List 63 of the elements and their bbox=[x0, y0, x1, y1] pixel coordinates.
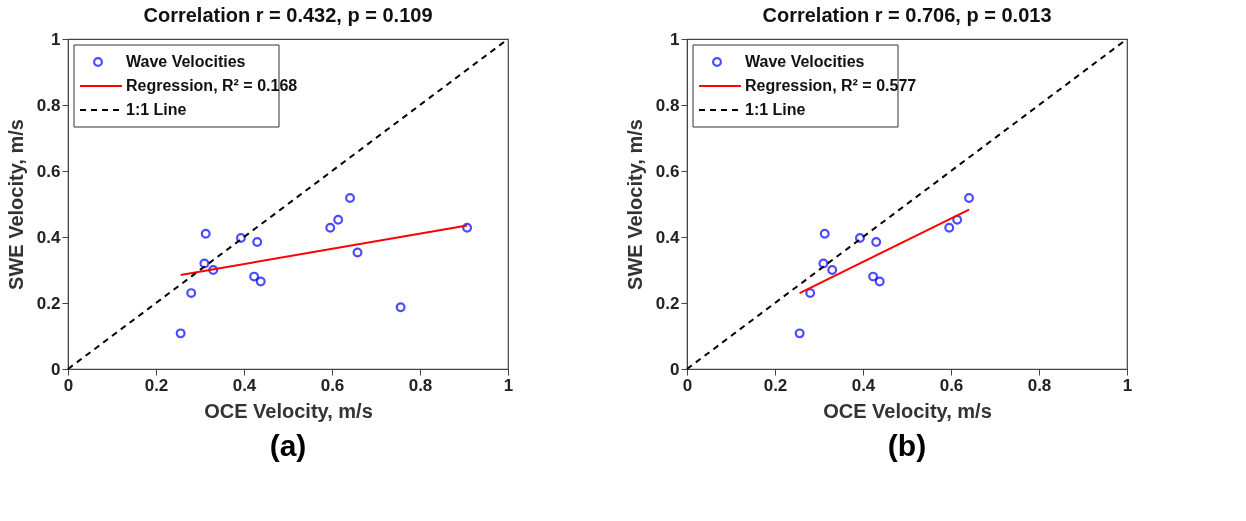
x-tick-label: 0.4 bbox=[232, 375, 257, 395]
x-axis-title: OCE Velocity, m/s bbox=[204, 399, 373, 422]
y-axis-title: SWE Velocity, m/s bbox=[623, 119, 646, 290]
x-tick-label: 0.6 bbox=[939, 375, 964, 395]
legend-label: Wave Velocities bbox=[745, 53, 865, 70]
x-tick-label: 0.8 bbox=[1027, 375, 1052, 395]
legend-label: 1:1 Line bbox=[126, 101, 187, 118]
x-tick-label: 0.4 bbox=[851, 375, 876, 395]
point bbox=[200, 228, 211, 239]
x-tick-label: 1 bbox=[503, 375, 514, 395]
point bbox=[794, 328, 805, 339]
point bbox=[871, 236, 882, 247]
point bbox=[854, 233, 865, 243]
x-tick-label: 0.2 bbox=[144, 375, 169, 395]
y-tick-label: 0.6 bbox=[36, 161, 61, 181]
point bbox=[255, 276, 266, 287]
point bbox=[952, 214, 963, 225]
text: (b) bbox=[887, 429, 927, 462]
x-tick-label: 0.8 bbox=[408, 375, 433, 395]
legend-label: Wave Velocities bbox=[126, 53, 246, 70]
y-tick-label: 0.8 bbox=[36, 95, 61, 115]
point bbox=[944, 222, 955, 233]
legend-label: Regression, R² = 0.168 bbox=[126, 77, 298, 94]
point bbox=[874, 276, 885, 287]
x-tick-label: 1 bbox=[1122, 375, 1133, 395]
point bbox=[325, 222, 336, 233]
point bbox=[333, 214, 344, 225]
point bbox=[186, 288, 197, 299]
y-tick-label: 0.2 bbox=[36, 293, 61, 313]
y-tick-label: 0.2 bbox=[655, 293, 680, 313]
point bbox=[352, 247, 363, 258]
point bbox=[235, 233, 246, 243]
y-tick-label: 1 bbox=[51, 29, 61, 49]
y-tick-label: 0.8 bbox=[655, 95, 680, 115]
legend-label: Regression, R² = 0.577 bbox=[745, 77, 917, 94]
point bbox=[252, 236, 263, 247]
x-tick-label: 0.6 bbox=[320, 375, 345, 395]
point bbox=[199, 258, 210, 269]
point bbox=[208, 265, 219, 275]
x-tick-label: 0.2 bbox=[763, 375, 788, 395]
y-tick-label: 0 bbox=[51, 359, 61, 379]
legend-label: 1:1 Line bbox=[745, 101, 806, 118]
point bbox=[462, 222, 473, 233]
point bbox=[868, 271, 879, 282]
point bbox=[819, 228, 830, 239]
point bbox=[175, 328, 186, 339]
x-axis-title: OCE Velocity, m/s bbox=[823, 399, 992, 422]
chart-title: Correlation r = 0.432, p = 0.109 bbox=[143, 4, 433, 26]
point bbox=[249, 271, 260, 282]
y-tick-label: 0.4 bbox=[36, 227, 62, 247]
y-tick-label: 0.6 bbox=[655, 161, 680, 181]
y-tick-label: 1 bbox=[670, 29, 680, 49]
y-axis-title: SWE Velocity, m/s bbox=[4, 119, 27, 290]
point bbox=[805, 288, 816, 299]
y-tick-label: 0 bbox=[670, 359, 680, 379]
y-tick-label: 0.4 bbox=[655, 227, 681, 247]
point bbox=[395, 302, 406, 313]
point bbox=[818, 258, 829, 269]
point bbox=[345, 193, 356, 204]
text: (a) bbox=[269, 429, 307, 462]
point bbox=[827, 265, 838, 275]
chart-title: Correlation r = 0.706, p = 0.013 bbox=[762, 4, 1052, 26]
point bbox=[964, 193, 975, 204]
